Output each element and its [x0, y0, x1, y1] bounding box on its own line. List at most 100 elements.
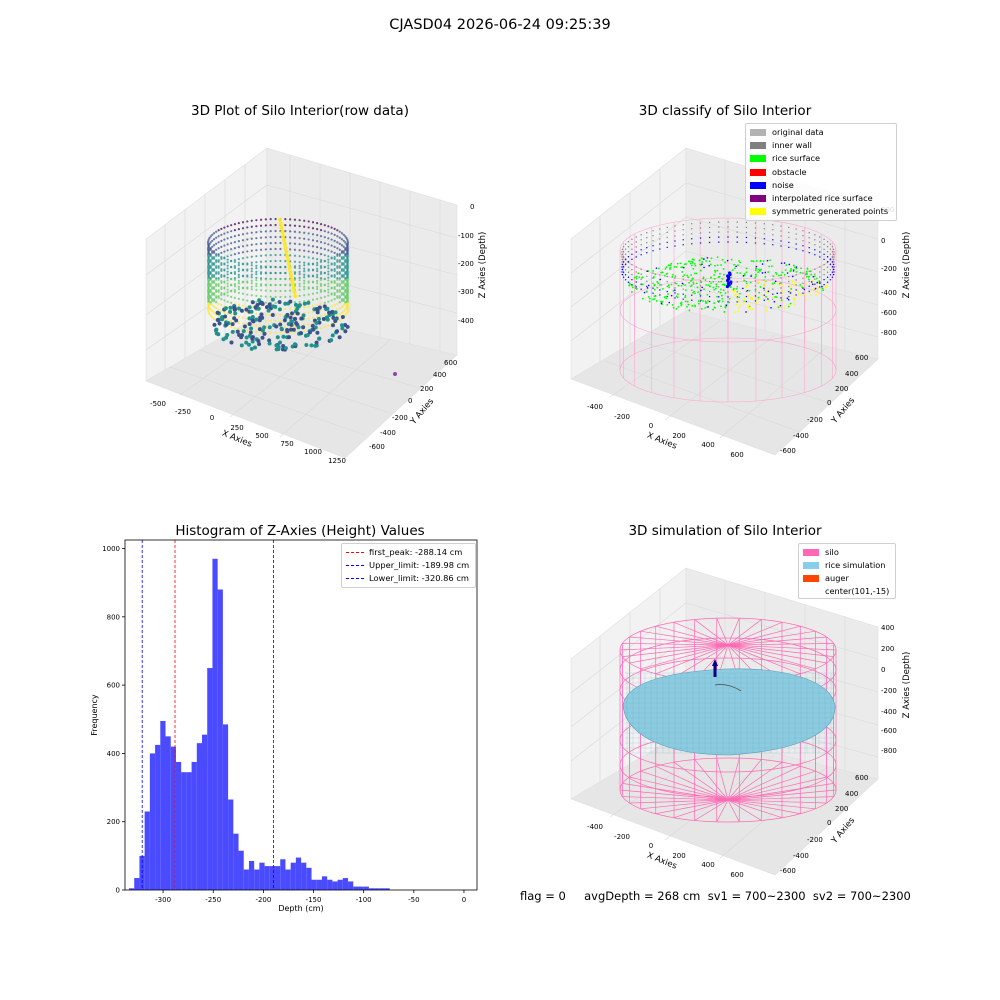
p1-ztick: -100 [458, 232, 474, 240]
histogram-bar [191, 761, 197, 890]
legend-item: interpolated rice surface [750, 192, 873, 205]
histogram-bar [353, 886, 359, 890]
p4-xtick: 200 [672, 852, 685, 860]
legend-color-swatch [750, 195, 766, 202]
p4-ztick: -600 [881, 727, 897, 735]
legend-color-swatch [750, 181, 766, 189]
histogram-bar [301, 862, 307, 890]
histogram-bar [269, 866, 276, 890]
p4-ytick: 0 [827, 819, 831, 827]
histogram-ytick-label: 400 [107, 750, 120, 758]
histogram-bar [228, 799, 234, 890]
legend-item: symmetric generated points [750, 205, 888, 218]
panel4-legend: silo rice simulation auger center(101,-15) [798, 543, 896, 599]
p2-ztick: -200 [881, 265, 897, 273]
p2-ytick: -600 [780, 447, 796, 455]
histogram-bar [170, 746, 176, 890]
histogram-bar [217, 589, 223, 890]
legend-label: rice simulation [825, 560, 886, 570]
p1-ztick: -400 [458, 317, 474, 325]
histogram-bar [160, 720, 166, 890]
rice-surface-mesh [625, 672, 835, 754]
p2-ytick: 400 [845, 370, 858, 378]
panel2-title: 3D classify of Silo Interior [638, 103, 812, 119]
legend-color-swatch [750, 129, 766, 136]
histogram-bar [337, 879, 343, 890]
p4-xtick: -400 [587, 823, 603, 831]
panel1-3d-plot: -500 -250 0 250 500 750 1000 1250 -600 -… [145, 147, 488, 465]
p1-xtick: 500 [255, 432, 268, 440]
histogram-bar [144, 811, 150, 890]
p1-ytick: -400 [380, 429, 396, 437]
legend-label: inner wall [772, 140, 812, 151]
histogram-bar [311, 879, 317, 890]
legend-label: silo [825, 547, 839, 557]
histogram-bar [332, 881, 338, 890]
p4-ytick: -200 [807, 836, 823, 844]
histogram-bar [285, 869, 291, 890]
panel1-title: 3D Plot of Silo Interior(row data) [191, 103, 409, 119]
legend-label: interpolated rice surface [772, 193, 873, 203]
legend-item: inner wall [750, 139, 812, 152]
histogram-ytick-label: 800 [107, 613, 120, 621]
histogram-ytick-label: 1000 [102, 545, 120, 553]
legend-color-swatch [803, 562, 819, 569]
p4-xtick: 600 [730, 871, 743, 879]
legend-line-swatch [346, 578, 364, 579]
p1-xtick: 1000 [304, 448, 322, 456]
histogram-bar [306, 867, 312, 890]
histogram-reference-lines [141, 540, 274, 890]
legend-color-swatch [750, 208, 766, 216]
p4-ztick: -400 [881, 708, 897, 716]
legend-item: original data [750, 126, 824, 139]
histogram-bar [175, 761, 182, 890]
p1-xtick: 1250 [328, 457, 346, 465]
histogram-legend-item: Upper_limit: -189.98 cm [346, 560, 469, 572]
legend-item: obstacle [750, 166, 807, 179]
p4-ytick: 600 [855, 774, 868, 782]
histogram-xlabel: Depth (cm) [278, 904, 323, 913]
histogram-bar [196, 743, 203, 890]
p1-ytick: -600 [369, 443, 385, 451]
legend-label: first_peak: -288.14 cm [369, 547, 463, 557]
histogram-legend-item: first_peak: -288.14 cm [346, 547, 462, 559]
histogram-bar [358, 886, 364, 890]
panel4-3d-plot: -400 -200 0 200 400 600 -600 -400 -200 0… [570, 567, 912, 879]
histogram-bar [280, 859, 286, 890]
histogram-bar [342, 878, 349, 890]
histogram-bar [155, 744, 161, 890]
p4-ytick: -400 [793, 852, 809, 860]
histogram-bar [264, 866, 270, 890]
p4-ztick: -800 [881, 747, 897, 755]
histogram-bar [363, 886, 369, 890]
p1-zlabel: Z Axies (Depth) [478, 232, 488, 299]
p1-ztick: -300 [458, 288, 474, 296]
panel4-title: 3D simulation of Silo Interior [628, 523, 822, 539]
p2-ytick: 0 [827, 399, 831, 407]
histogram-bar [379, 888, 385, 890]
legend-color-swatch [750, 155, 766, 163]
legend-item: auger [803, 572, 849, 585]
p2-ytick: 600 [855, 354, 868, 362]
p4-ztick: 0 [881, 666, 885, 674]
legend-color-swatch [803, 549, 819, 556]
histogram-bar [129, 888, 135, 890]
p2-xtick: 400 [701, 441, 714, 449]
legend-item: rice surface [750, 152, 820, 165]
histogram-bar [202, 734, 208, 890]
histogram-legend-item: Lower_limit: -320.86 cm [346, 573, 469, 585]
p1-xtick: 750 [280, 440, 293, 448]
histogram-bar [384, 888, 390, 890]
legend-item: noise [750, 179, 794, 192]
histogram-bar [233, 833, 239, 890]
legend-color-swatch [750, 142, 766, 150]
histogram-bar [290, 862, 296, 890]
p1-ztick: 0 [470, 203, 474, 211]
p2-xtick: -400 [587, 403, 603, 411]
p1-ytick: -200 [392, 414, 408, 422]
panel2-data-points [621, 221, 835, 314]
histogram-bar [348, 881, 354, 890]
histogram-bar [259, 862, 265, 890]
p1-xtick: 250 [230, 424, 243, 432]
p4-ztick: 400 [881, 624, 894, 632]
